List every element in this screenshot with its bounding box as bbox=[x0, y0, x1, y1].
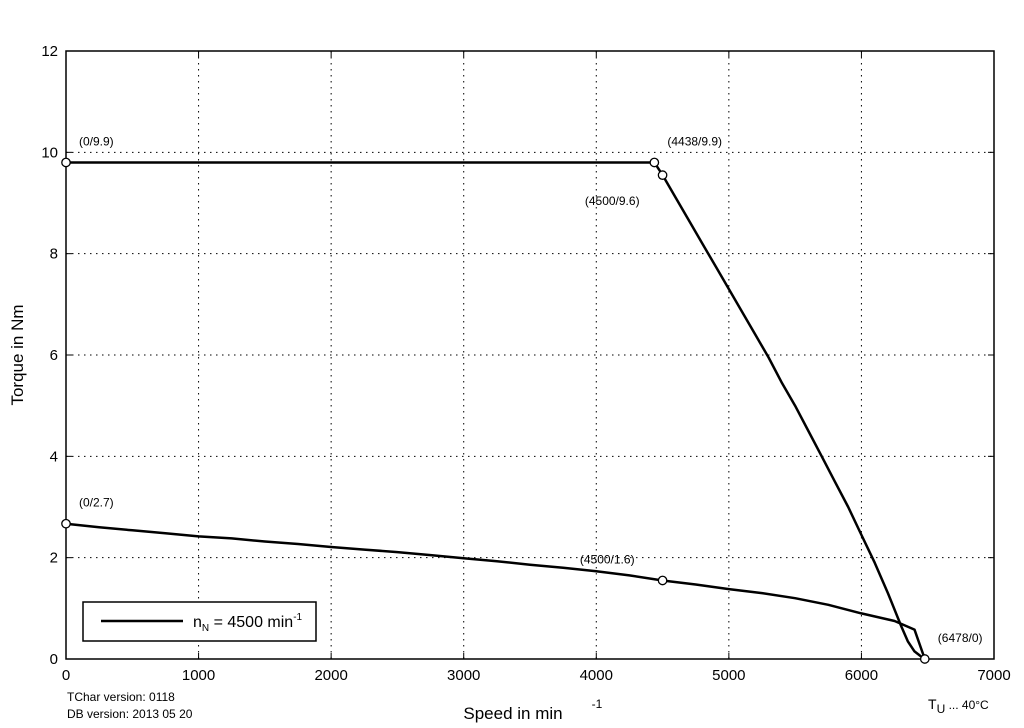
y-tick-label: 2 bbox=[50, 550, 58, 567]
series-line-upper bbox=[66, 161, 926, 661]
point-marker bbox=[657, 170, 668, 180]
db-version: DB version: 2013 05 20 bbox=[67, 707, 193, 721]
point-label: (4438/9.9) bbox=[667, 134, 722, 148]
legend-label-exponent: -1 bbox=[293, 612, 302, 623]
point-label: (6478/0) bbox=[938, 631, 983, 645]
series-line-lower bbox=[65, 522, 926, 660]
point-label: (0/2.7) bbox=[79, 496, 114, 510]
ambient-temperature-note: TU ... 40°C bbox=[928, 696, 989, 716]
point-labels: (0/9.9) (4438/9.9) (4500/9.6) (0/2.7) (4500/… bbox=[79, 134, 983, 645]
x-tick-label: 4000 bbox=[580, 667, 613, 684]
legend-label-subscript: N bbox=[202, 623, 209, 634]
y-tick-label: 8 bbox=[50, 246, 58, 263]
x-tick-label: 6000 bbox=[845, 667, 878, 684]
y-tick-label: 6 bbox=[50, 347, 58, 364]
y-tick-label: 0 bbox=[50, 651, 58, 668]
y-tick-label: 4 bbox=[50, 448, 58, 465]
point-label: (4500/9.6) bbox=[585, 194, 640, 208]
x-axis-label: Speed in min bbox=[463, 704, 562, 723]
legend: nN = 4500 min-1 bbox=[82, 601, 317, 642]
x-tick-label: 7000 bbox=[977, 667, 1010, 684]
tchar-version: TChar version: 0118 bbox=[67, 690, 175, 704]
point-marker bbox=[919, 654, 930, 664]
point-markers bbox=[61, 157, 930, 664]
y-axis-label: Torque in Nm bbox=[8, 304, 27, 405]
series-lines bbox=[65, 161, 926, 661]
point-marker bbox=[61, 157, 71, 168]
point-marker bbox=[657, 575, 668, 586]
grid bbox=[66, 51, 994, 659]
point-marker bbox=[649, 157, 660, 168]
x-tick-label: 3000 bbox=[447, 667, 480, 684]
point-label: (0/9.9) bbox=[79, 134, 114, 148]
y-tick-label: 10 bbox=[41, 144, 58, 161]
point-marker bbox=[61, 518, 71, 529]
legend-label: nN = 4500 min-1 bbox=[193, 612, 303, 634]
x-tick-label: 1000 bbox=[182, 667, 215, 684]
x-tick-label: 5000 bbox=[712, 667, 745, 684]
x-axis-label-exponent: -1 bbox=[592, 697, 603, 711]
y-tick-label: 12 bbox=[41, 43, 58, 60]
x-tick-label: 0 bbox=[62, 667, 70, 684]
point-label: (4500/1.6) bbox=[580, 552, 635, 566]
x-tick-label: 2000 bbox=[314, 667, 347, 684]
axis-ticks: 0 1000 2000 3000 4000 5000 6000 7000 0 2 4 6 8 10 12 bbox=[41, 43, 1010, 684]
